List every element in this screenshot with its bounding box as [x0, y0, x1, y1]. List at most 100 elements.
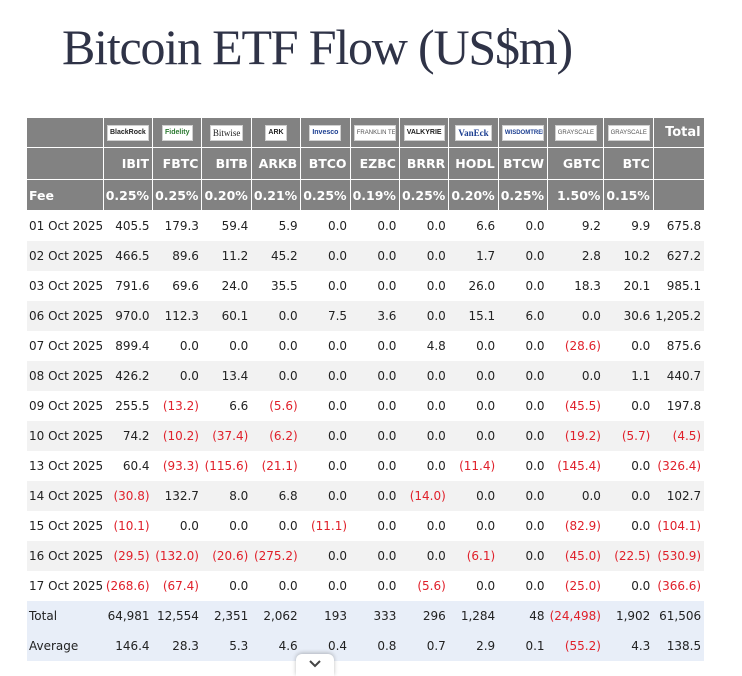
flow-cell: 0.0	[525, 579, 545, 593]
flow-cell: 0.0	[547, 361, 604, 391]
flow-cell: 1.7	[448, 241, 499, 271]
issuer-logo-cell: Invesco	[300, 118, 351, 148]
row-total-cell: 440.7	[653, 361, 705, 391]
flow-cell: 0.0	[350, 421, 400, 451]
flow-cell: 0.0	[350, 481, 400, 511]
table-row: 14 Oct 2025 (30.8) 132.7 8.0 6.8 0.0 0.0 (14.0)…	[27, 481, 705, 511]
header-blank-cell	[653, 147, 705, 180]
summary-label: Average	[27, 631, 104, 661]
flow-cell: 426.2	[103, 361, 153, 391]
flow-cell: 6.0	[498, 301, 548, 331]
flow-cell: 0.0	[152, 361, 202, 391]
flow-cell: 405.5	[115, 219, 150, 233]
issuer-logo: BlackRock	[106, 124, 149, 141]
table-row: 03 Oct 2025 791.6 69.6 24.0 35.5 0.0 0.0 0.0 26.…	[27, 271, 704, 301]
flow-cell: (6.2)	[251, 421, 301, 451]
summary-cell: 146.4	[103, 631, 153, 661]
row-date: 03 Oct 2025	[29, 279, 104, 293]
flow-cell: 0.0	[448, 421, 499, 451]
table-row: 01 Oct 2025 405.5 179.3 59.4 5.9 0.0 0.0 0.0 6.6…	[27, 211, 704, 242]
flow-cell: (145.4)	[557, 459, 601, 473]
flow-cell: 0.0	[327, 219, 348, 233]
issuer-logo: VanEck	[455, 124, 492, 141]
row-total-cell: (4.5)	[653, 421, 705, 451]
flow-cell: (14.0)	[399, 481, 449, 511]
table-row: 10 Oct 2025 74.2 (10.2) (37.4) (6.2) 0.0 0.0 0.…	[27, 421, 705, 451]
row-total-cell: (326.4)	[657, 459, 702, 473]
flow-cell: 26.0	[468, 279, 496, 293]
summary-cell: 4.3	[603, 631, 654, 661]
flow-cell: (5.6)	[417, 579, 446, 593]
header-blank-cell	[27, 118, 104, 148]
fee-cell: 0.25%	[498, 179, 549, 211]
ticker-header-arkb: ARKB	[251, 147, 302, 180]
flow-cell: 0.0	[278, 519, 298, 533]
flow-cell: 0.0	[631, 459, 651, 473]
flow-cell: (45.5)	[564, 399, 601, 413]
table-row: 16 Oct 2025 (29.5) (132.0) (20.6) (275.2) 0.0…	[27, 541, 705, 571]
flow-cell: 0.0	[350, 541, 400, 571]
flow-cell: 0.0	[251, 361, 301, 391]
issuer-logo-cell: VALKYRIE	[399, 118, 450, 148]
flow-cell: 0.0	[179, 519, 199, 533]
flow-cell: 0.0	[498, 361, 548, 391]
ticker-header-btco: BTCO	[300, 147, 351, 180]
flow-cell: 59.4	[221, 219, 249, 233]
summary-cell: 296	[399, 601, 449, 631]
flow-cell: (13.2)	[162, 399, 199, 413]
flow-cell: 0.0	[229, 519, 249, 533]
flow-cell: 3.6	[350, 301, 400, 331]
flow-cell: 0.0	[229, 339, 249, 353]
flow-cell: 466.5	[103, 241, 153, 271]
summary-cell: 64,981	[103, 601, 153, 631]
summary-cell: 4.6	[251, 631, 301, 661]
flow-cell: 0.0	[631, 399, 651, 413]
flow-cell: 60.1	[201, 301, 252, 331]
flow-cell: 255.5	[115, 399, 150, 413]
flow-cell: 15.1	[448, 301, 499, 331]
ticker-header-bitb: BITB	[201, 147, 252, 180]
header-blank-cell	[27, 147, 104, 180]
flow-cell: 0.0	[377, 399, 397, 413]
flow-cell: 0.0	[327, 459, 348, 473]
flow-cell: 9.2	[581, 219, 601, 233]
flow-cell: 0.0	[525, 219, 545, 233]
flow-cell: 1.1	[603, 361, 654, 391]
scroll-down-button[interactable]	[296, 654, 334, 676]
flow-cell: 9.9	[631, 219, 651, 233]
row-date: 10 Oct 2025	[27, 421, 104, 451]
flow-cell: (115.6)	[204, 459, 249, 473]
summary-row-total: Total 64,981 12,554 2,351 2,062 193 333 296 1,28…	[27, 601, 705, 631]
flow-cell: (11.1)	[310, 519, 348, 533]
fee-cell: 0.25%	[300, 179, 351, 211]
flow-cell: 0.0	[498, 241, 548, 271]
flow-cell: 0.0	[426, 279, 446, 293]
ticker-header-brrr: BRRR	[399, 147, 450, 180]
etf-flow-table-container: BlackRock Fidelity Bitwise ARK Invesco FRANKL…	[27, 118, 705, 661]
flow-cell: 0.0	[448, 481, 499, 511]
flow-cell: 0.0	[278, 579, 298, 593]
issuer-logo-row: BlackRock Fidelity Bitwise ARK Invesco FRANKL…	[27, 118, 705, 148]
issuer-logo-cell: BlackRock	[103, 118, 154, 148]
flow-cell: 791.6	[115, 279, 150, 293]
flow-cell: (268.6)	[105, 579, 150, 593]
ticker-header-btc: BTC	[603, 147, 654, 180]
flow-cell: (93.3)	[162, 459, 199, 473]
flow-cell: 0.0	[377, 519, 397, 533]
summary-cell: 1,284	[448, 601, 499, 631]
flow-cell: 24.0	[221, 279, 249, 293]
flow-cell: (132.0)	[152, 541, 202, 571]
row-date: 15 Oct 2025	[29, 519, 104, 533]
flow-cell: 8.0	[201, 481, 252, 511]
row-total-cell: 627.2	[653, 241, 705, 271]
flow-cell: 0.0	[327, 279, 348, 293]
flow-cell: (67.4)	[162, 579, 199, 593]
table-row: 08 Oct 2025 426.2 0.0 13.4 0.0 0.0 0.0 0.0 0.0 0.…	[27, 361, 705, 391]
chevron-down-icon	[309, 660, 321, 668]
row-date: 16 Oct 2025	[27, 541, 104, 571]
issuer-logo-cell: ARK	[251, 118, 302, 148]
flow-cell: 0.0	[426, 519, 446, 533]
issuer-logo-cell: WISDOMTREE	[498, 118, 549, 148]
issuer-logo-cell: VanEck	[448, 118, 499, 148]
summary-cell: 28.3	[152, 631, 202, 661]
